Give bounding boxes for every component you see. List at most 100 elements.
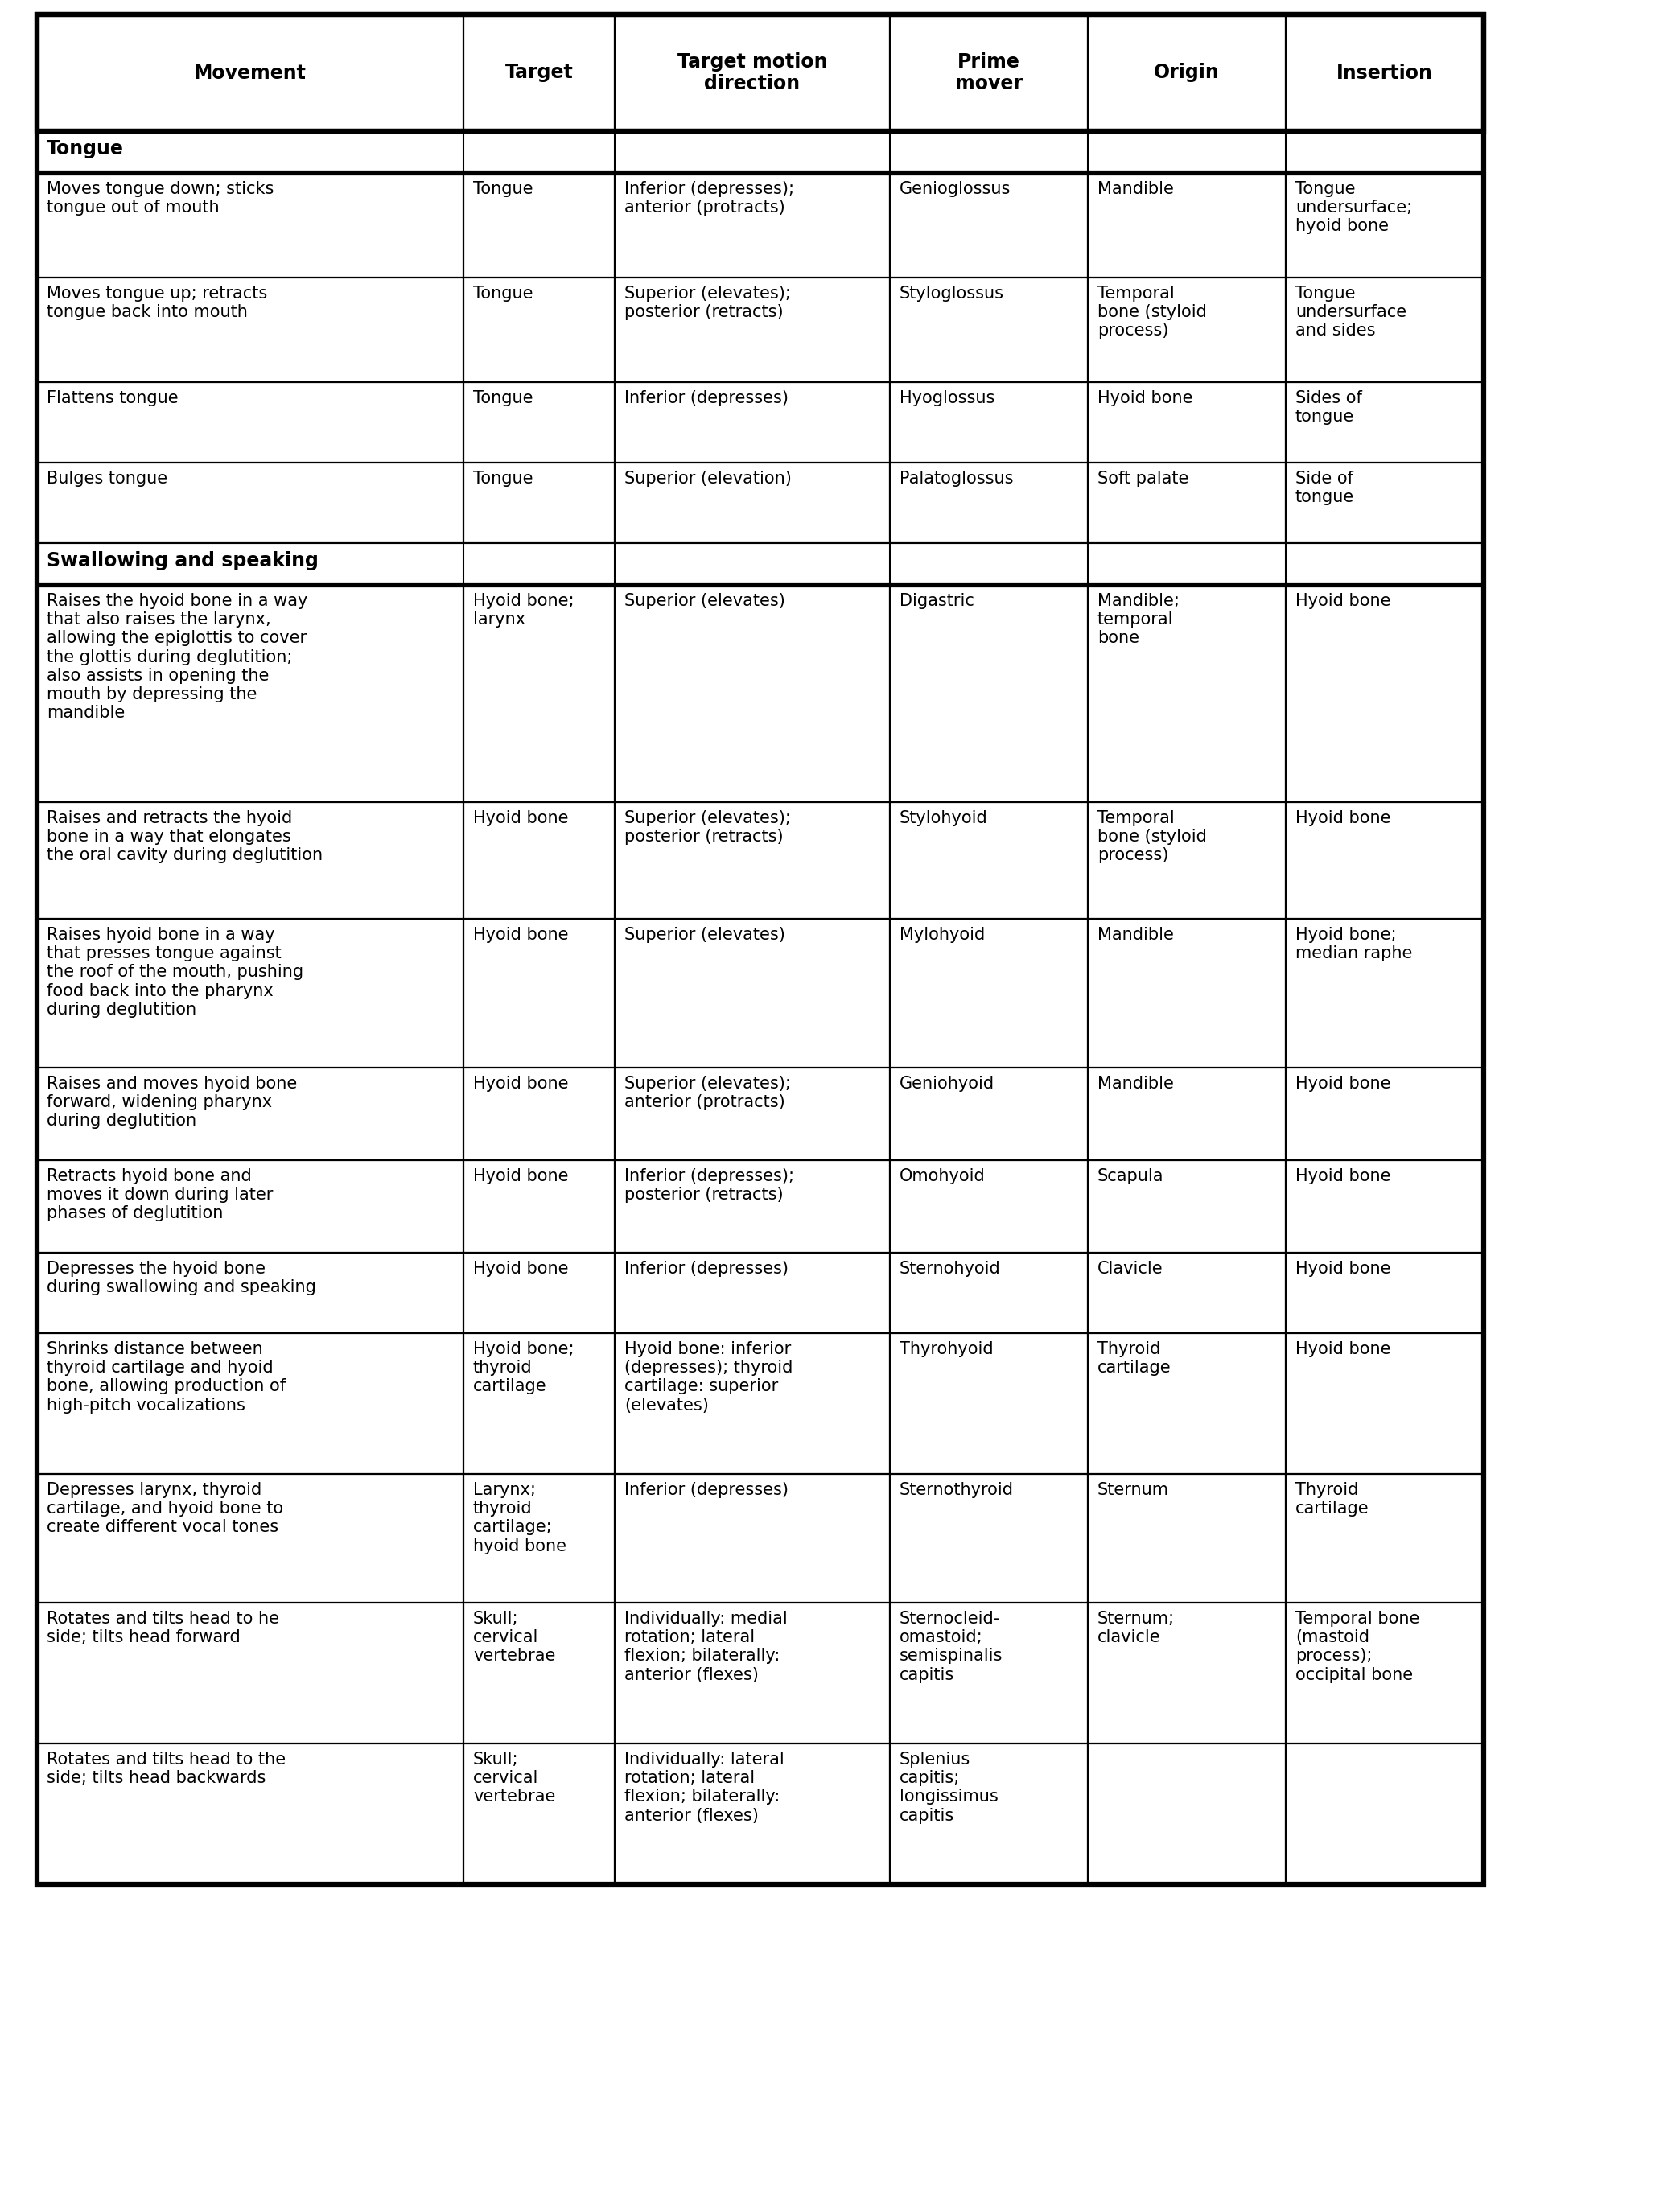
Bar — [464, 1253, 615, 1333]
Bar — [890, 918, 1089, 1067]
Bar — [1285, 463, 1483, 542]
Bar — [890, 1067, 1089, 1161]
Bar — [890, 1161, 1089, 1253]
Text: Hyoglossus: Hyoglossus — [899, 391, 995, 407]
Bar — [1089, 1602, 1285, 1744]
Bar — [1089, 586, 1285, 802]
Text: Mylohyoid: Mylohyoid — [899, 927, 984, 942]
Text: Hyoid bone;
larynx: Hyoid bone; larynx — [474, 592, 575, 627]
Text: Retracts hyoid bone and
moves it down during later
phases of deglutition: Retracts hyoid bone and moves it down du… — [47, 1167, 274, 1222]
Bar — [37, 15, 464, 131]
Text: Geniohyoid: Geniohyoid — [899, 1076, 995, 1091]
Text: Superior (elevates): Superior (elevates) — [625, 592, 785, 610]
Bar — [615, 1067, 890, 1161]
Text: Depresses the hyoid bone
during swallowing and speaking: Depresses the hyoid bone during swallowi… — [47, 1261, 316, 1296]
Text: Raises and moves hyoid bone
forward, widening pharynx
during deglutition: Raises and moves hyoid bone forward, wid… — [47, 1076, 297, 1130]
Bar — [37, 383, 464, 463]
Bar — [464, 173, 615, 278]
Bar — [890, 1602, 1089, 1744]
Bar — [890, 586, 1089, 802]
Text: Hyoid bone: Hyoid bone — [474, 1076, 568, 1091]
Bar — [890, 173, 1089, 278]
Text: Hyoid bone: Hyoid bone — [474, 927, 568, 942]
Bar — [890, 15, 1089, 131]
Text: Styloglossus: Styloglossus — [899, 286, 1005, 302]
Text: Superior (elevation): Superior (elevation) — [625, 470, 791, 487]
Text: Tongue
undersurface;
hyoid bone: Tongue undersurface; hyoid bone — [1295, 181, 1413, 234]
Bar — [615, 802, 890, 918]
Bar — [37, 1333, 464, 1473]
Bar — [37, 1744, 464, 1884]
Bar — [464, 918, 615, 1067]
Bar — [1089, 1067, 1285, 1161]
Text: Omohyoid: Omohyoid — [899, 1167, 986, 1185]
Text: Individually: lateral
rotation; lateral
flexion; bilaterally:
anterior (flexes): Individually: lateral rotation; lateral … — [625, 1751, 785, 1823]
Bar — [464, 586, 615, 802]
Text: Raises and retracts the hyoid
bone in a way that elongates
the oral cavity durin: Raises and retracts the hyoid bone in a … — [47, 811, 323, 863]
Bar — [37, 1253, 464, 1333]
Bar — [464, 15, 615, 131]
Text: Splenius
capitis;
longissimus
capitis: Splenius capitis; longissimus capitis — [899, 1751, 998, 1823]
Text: Inferior (depresses);
anterior (protracts): Inferior (depresses); anterior (protract… — [625, 181, 795, 216]
Text: Raises hyoid bone in a way
that presses tongue against
the roof of the mouth, pu: Raises hyoid bone in a way that presses … — [47, 927, 304, 1019]
Bar — [1089, 802, 1285, 918]
Bar — [1285, 173, 1483, 278]
Text: Genioglossus: Genioglossus — [899, 181, 1011, 197]
Bar — [1089, 463, 1285, 542]
Bar — [890, 1744, 1089, 1884]
Bar — [615, 586, 890, 802]
Bar — [1285, 802, 1483, 918]
Bar — [615, 1161, 890, 1253]
Text: Side of
tongue: Side of tongue — [1295, 470, 1354, 505]
Text: Movement: Movement — [193, 63, 306, 83]
Bar — [37, 278, 464, 383]
Text: Depresses larynx, thyroid
cartilage, and hyoid bone to
create different vocal to: Depresses larynx, thyroid cartilage, and… — [47, 1482, 284, 1535]
Bar — [37, 918, 464, 1067]
Bar — [37, 1602, 464, 1744]
Bar — [1285, 1473, 1483, 1602]
Bar — [1285, 1067, 1483, 1161]
Bar — [890, 1473, 1089, 1602]
Text: Sternocleid-
omastoid;
semispinalis
capitis: Sternocleid- omastoid; semispinalis capi… — [899, 1611, 1003, 1683]
Bar — [37, 15, 1483, 1884]
Text: Larynx;
thyroid
cartilage;
hyoid bone: Larynx; thyroid cartilage; hyoid bone — [474, 1482, 566, 1554]
Bar — [1285, 278, 1483, 383]
Text: Hyoid bone: Hyoid bone — [1295, 1342, 1391, 1358]
Bar — [1285, 586, 1483, 802]
Text: Hyoid bone: Hyoid bone — [1295, 1167, 1391, 1185]
Text: Temporal bone
(mastoid
process);
occipital bone: Temporal bone (mastoid process); occipit… — [1295, 1611, 1420, 1683]
Bar — [1089, 383, 1285, 463]
Text: Inferior (depresses);
posterior (retracts): Inferior (depresses); posterior (retract… — [625, 1167, 795, 1202]
Bar — [1285, 1253, 1483, 1333]
Text: Prime
mover: Prime mover — [954, 52, 1023, 94]
Bar — [37, 586, 464, 802]
Bar — [464, 1333, 615, 1473]
Text: Skull;
cervical
vertebrae: Skull; cervical vertebrae — [474, 1751, 556, 1806]
Text: Hyoid bone: Hyoid bone — [1295, 811, 1391, 826]
Bar — [37, 542, 1483, 586]
Bar — [615, 463, 890, 542]
Text: Hyoid bone: Hyoid bone — [1295, 1261, 1391, 1277]
Text: Temporal
bone (styloid
process): Temporal bone (styloid process) — [1097, 811, 1206, 863]
Bar — [464, 1602, 615, 1744]
Bar — [1285, 15, 1483, 131]
Bar — [1285, 918, 1483, 1067]
Text: Flattens tongue: Flattens tongue — [47, 391, 178, 407]
Text: Rotates and tilts head to the
side; tilts head backwards: Rotates and tilts head to the side; tilt… — [47, 1751, 286, 1786]
Bar — [37, 15, 1483, 131]
Text: Raises the hyoid bone in a way
that also raises the larynx,
allowing the epiglot: Raises the hyoid bone in a way that also… — [47, 592, 307, 721]
Text: Clavicle: Clavicle — [1097, 1261, 1163, 1277]
Text: Tongue
undersurface
and sides: Tongue undersurface and sides — [1295, 286, 1406, 339]
Text: Thyroid
cartilage: Thyroid cartilage — [1295, 1482, 1369, 1517]
Bar — [37, 463, 464, 542]
Bar — [890, 278, 1089, 383]
Text: Scapula: Scapula — [1097, 1167, 1164, 1185]
Text: Tongue: Tongue — [47, 140, 124, 160]
Text: Mandible: Mandible — [1097, 927, 1174, 942]
Bar — [1089, 1473, 1285, 1602]
Bar — [464, 278, 615, 383]
Bar — [890, 1253, 1089, 1333]
Text: Hyoid bone: Hyoid bone — [1097, 391, 1193, 407]
Text: Origin: Origin — [1154, 63, 1220, 83]
Bar — [1089, 1253, 1285, 1333]
